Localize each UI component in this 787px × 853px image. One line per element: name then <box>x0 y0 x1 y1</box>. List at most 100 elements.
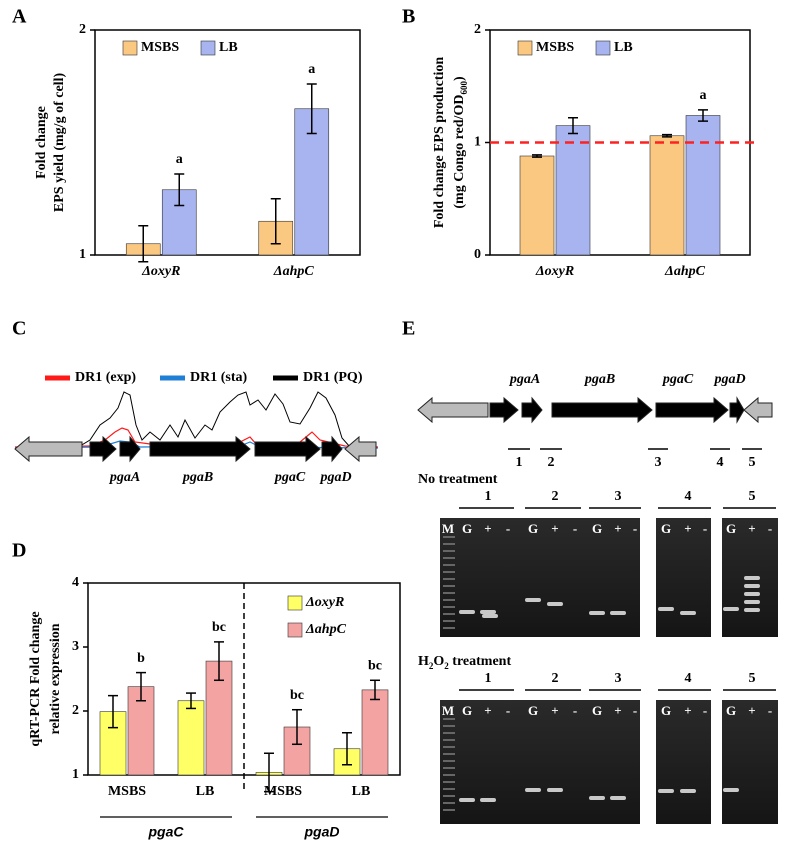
error-bar <box>292 708 302 746</box>
gel-title: No treatment <box>418 472 498 487</box>
ladder-band <box>443 543 455 545</box>
ladder-band <box>443 627 455 629</box>
lane-label: G <box>661 521 671 536</box>
trace-legend-label: DR1 (sta) <box>190 370 247 385</box>
ladder-band <box>443 620 455 622</box>
legend-swatch <box>517 40 533 56</box>
significance-letter: b <box>137 651 145 666</box>
lane-label: + <box>614 703 621 718</box>
marker-label: M <box>442 521 454 536</box>
plot-frame <box>94 29 361 256</box>
lane-label: + <box>748 703 755 718</box>
bar <box>685 115 721 256</box>
significance-letter: bc <box>368 658 382 673</box>
fragment-number: 4 <box>717 455 724 470</box>
lane-label: G <box>726 521 736 536</box>
ladder-band <box>443 585 455 587</box>
gene-arrow <box>729 396 745 424</box>
legend-swatch <box>287 622 303 638</box>
bar <box>649 135 685 256</box>
gene-arrow <box>119 435 141 463</box>
ladder-band <box>443 606 455 608</box>
gel-band <box>744 584 760 588</box>
x-tick-label: ΔahpC <box>664 264 706 279</box>
legend-swatch <box>200 40 216 56</box>
lane-label: G <box>462 521 472 536</box>
legend-label: ΔoxyR <box>305 595 344 610</box>
fragment-number: 5 <box>749 489 756 504</box>
legend-label: ΔahpC <box>305 622 347 637</box>
ladder-band <box>443 760 455 762</box>
panel-label: A <box>12 6 27 28</box>
gel-band <box>723 607 739 611</box>
gene-label: pgaB <box>584 372 615 387</box>
gel-title-part: treatment <box>449 654 512 669</box>
significance-letter: a <box>308 62 315 77</box>
gel-band <box>547 602 563 606</box>
y-tick-label: 0 <box>474 247 481 262</box>
gel-band <box>610 796 626 800</box>
ladder-band <box>443 732 455 734</box>
ladder-band <box>443 613 455 615</box>
y-axis-label-part: qRT-PCR Fold change <box>28 611 43 746</box>
ladder-band <box>443 599 455 601</box>
x-tick-label: MSBS <box>264 784 302 799</box>
ladder-band <box>443 795 455 797</box>
ladder-band <box>443 564 455 566</box>
legend-swatch <box>287 595 303 611</box>
y-axis-label-part: 600 <box>459 81 469 95</box>
ladder-band <box>443 739 455 741</box>
error-bar <box>698 109 708 122</box>
y-axis-label-part: Fold change <box>34 106 49 179</box>
error-bar <box>532 154 542 158</box>
bar <box>555 125 591 256</box>
ladder-band <box>443 557 455 559</box>
gene-arrow <box>321 435 343 463</box>
gel-band <box>744 592 760 596</box>
lane-label: G <box>592 703 602 718</box>
y-axis-label-part: EPS yield (mg/g of cell) <box>52 73 67 213</box>
fragment-number: 2 <box>552 489 559 504</box>
gene-arrow <box>655 396 729 424</box>
gel-band <box>589 796 605 800</box>
y-axis-label-part: ) <box>452 76 467 81</box>
gene-label: pgaC <box>662 372 694 387</box>
y-tick-label: 1 <box>72 767 79 782</box>
fragment-number: 1 <box>485 489 492 504</box>
lane-label: G <box>528 703 538 718</box>
lane-label: - <box>573 521 577 536</box>
flanking-gene <box>417 396 489 424</box>
legend-label: LB <box>614 40 633 55</box>
significance-letter: a <box>700 88 707 103</box>
lane-label: G <box>528 521 538 536</box>
y-tick-label: 2 <box>72 703 79 718</box>
error-bar <box>138 225 149 263</box>
fragment-number: 4 <box>685 671 692 686</box>
gel-title-part: H <box>418 654 429 669</box>
gene-label: pgaA <box>509 372 540 387</box>
gel-band <box>547 788 563 792</box>
ladder-band <box>443 781 455 783</box>
flanking-gene <box>743 396 773 424</box>
gene-arrow <box>489 396 519 424</box>
gene-arrow <box>149 435 251 463</box>
ladder-band <box>443 746 455 748</box>
gel-band <box>525 598 541 602</box>
gene-arrow <box>89 435 117 463</box>
ladder-band <box>443 767 455 769</box>
gel-title-part: No treatment <box>418 472 498 487</box>
gel-band <box>723 788 739 792</box>
ladder-band <box>443 802 455 804</box>
panel-label: D <box>12 540 26 562</box>
error-bar <box>568 117 578 135</box>
fragment-number: 1 <box>485 671 492 686</box>
lane-label: G <box>661 703 671 718</box>
marker-label: M <box>442 703 454 718</box>
gel-title-part: 2 <box>444 661 449 671</box>
y-tick-label: 4 <box>72 575 79 590</box>
ladder-band <box>443 550 455 552</box>
lane-label: - <box>573 703 577 718</box>
error-bar <box>370 679 380 701</box>
gel-band <box>680 611 696 615</box>
y-tick-label: 3 <box>72 639 79 654</box>
